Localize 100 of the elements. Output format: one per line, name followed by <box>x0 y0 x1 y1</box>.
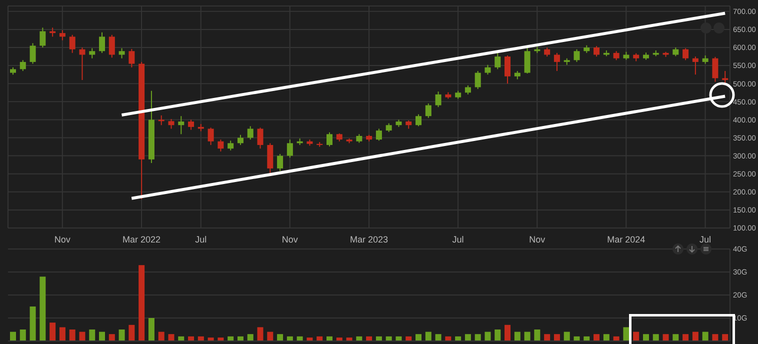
bar <box>99 332 106 341</box>
candlestick <box>574 48 580 62</box>
bar <box>118 330 125 341</box>
bar <box>148 318 154 341</box>
x-tick-label: Mar 2024 <box>607 234 646 244</box>
candlestick <box>712 56 718 82</box>
bar <box>554 334 560 341</box>
bar <box>603 334 610 341</box>
candlestick <box>128 48 135 68</box>
bar <box>257 327 264 341</box>
bar <box>267 332 274 341</box>
candlestick <box>208 127 214 146</box>
x-tick-label: Mar 2023 <box>350 234 388 244</box>
bar <box>662 334 669 341</box>
bar <box>594 334 600 341</box>
candlestick <box>108 34 115 58</box>
x-tick-label: Jul <box>452 234 464 244</box>
candlestick <box>286 139 293 158</box>
candlestick <box>544 47 550 58</box>
bar <box>534 330 540 341</box>
bar <box>168 334 174 341</box>
bar <box>20 330 26 341</box>
candlestick <box>89 48 96 59</box>
candlestick <box>158 114 164 126</box>
bar <box>504 324 511 341</box>
candlestick <box>69 34 76 54</box>
x-tick-label: Nov <box>529 234 546 244</box>
candlestick <box>178 116 184 135</box>
candlestick <box>20 60 26 72</box>
candlestick <box>613 50 620 61</box>
bar <box>69 330 76 341</box>
bar <box>435 334 442 341</box>
bar <box>108 334 115 341</box>
bar <box>514 332 520 341</box>
bar <box>712 334 718 341</box>
x-tick-label: Jul <box>700 234 712 244</box>
bar <box>564 332 570 341</box>
candlestick <box>722 70 728 84</box>
bar <box>247 334 254 341</box>
candlestick <box>682 48 689 61</box>
bar <box>484 332 491 341</box>
bar <box>642 334 649 341</box>
bar <box>652 334 659 341</box>
candlestick <box>228 140 234 151</box>
bar <box>128 324 135 341</box>
x-tick-label: Nov <box>54 234 71 244</box>
candlestick <box>59 30 66 41</box>
bar <box>10 332 16 341</box>
candlestick <box>494 52 501 70</box>
bar <box>59 327 66 341</box>
candlestick <box>326 132 332 147</box>
bar <box>89 330 96 341</box>
candlestick <box>594 46 600 58</box>
candlestick <box>168 118 174 130</box>
candlestick <box>247 126 254 140</box>
candlestick <box>376 128 382 142</box>
candlestick <box>435 91 442 108</box>
candlestick <box>474 70 481 90</box>
bar <box>416 334 422 341</box>
bar <box>474 334 481 341</box>
bar <box>702 332 708 341</box>
bar <box>30 306 36 341</box>
bar <box>50 322 56 341</box>
candlestick <box>425 102 432 118</box>
bar <box>138 265 145 341</box>
candlestick <box>118 48 125 59</box>
candlestick <box>40 27 46 48</box>
x-tick-label: Mar 2022 <box>122 234 161 244</box>
x-tick-label: Nov <box>282 234 298 244</box>
x-tick-label: Jul <box>195 234 207 244</box>
candlestick <box>504 54 511 84</box>
bar <box>277 334 284 341</box>
candlestick <box>692 56 698 76</box>
candlestick <box>554 52 560 72</box>
bar <box>464 334 471 341</box>
bar <box>544 334 550 341</box>
bar <box>692 332 698 341</box>
candlestick <box>218 139 224 152</box>
candlestick <box>464 84 471 95</box>
candlestick <box>267 142 274 174</box>
bar <box>623 327 630 341</box>
candlestick <box>30 42 36 64</box>
candlestick <box>277 154 284 172</box>
bar <box>40 276 46 341</box>
bar <box>158 332 164 341</box>
candlestick <box>416 114 422 127</box>
candlestick <box>237 134 244 146</box>
candlestick <box>188 119 194 130</box>
candlestick <box>524 45 530 74</box>
bar <box>633 332 640 341</box>
bar <box>79 332 86 341</box>
candlestick <box>484 64 491 76</box>
bar <box>524 332 530 341</box>
bar <box>494 330 501 341</box>
bar <box>682 334 689 341</box>
bar <box>672 334 679 341</box>
candlestick <box>257 127 264 150</box>
candlestick <box>99 32 106 54</box>
candlestick <box>79 47 86 80</box>
bar <box>722 334 728 341</box>
